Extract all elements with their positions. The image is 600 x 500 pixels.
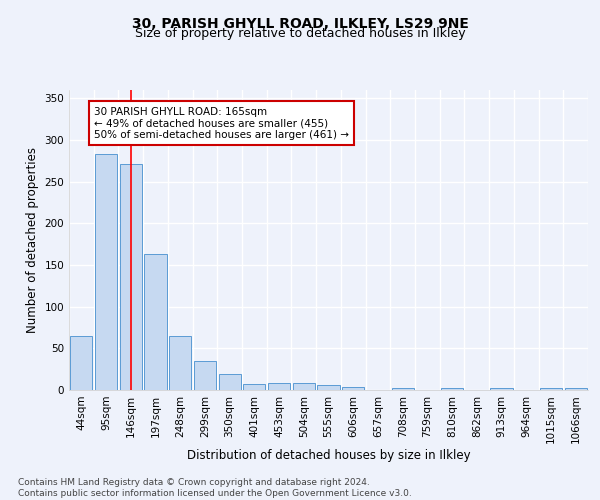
Bar	[218, 374, 241, 390]
Bar	[540, 388, 562, 390]
Bar	[268, 382, 290, 390]
Bar	[293, 382, 315, 390]
Y-axis label: Number of detached properties: Number of detached properties	[26, 147, 39, 333]
X-axis label: Distribution of detached houses by size in Ilkley: Distribution of detached houses by size …	[187, 449, 470, 462]
Bar	[169, 336, 191, 390]
Bar	[119, 164, 142, 390]
Bar	[95, 154, 117, 390]
Bar	[342, 386, 364, 390]
Bar	[243, 384, 265, 390]
Bar	[392, 388, 414, 390]
Text: 30, PARISH GHYLL ROAD, ILKLEY, LS29 9NE: 30, PARISH GHYLL ROAD, ILKLEY, LS29 9NE	[131, 18, 469, 32]
Bar	[441, 388, 463, 390]
Text: 30 PARISH GHYLL ROAD: 165sqm
← 49% of detached houses are smaller (455)
50% of s: 30 PARISH GHYLL ROAD: 165sqm ← 49% of de…	[94, 106, 349, 140]
Bar	[317, 385, 340, 390]
Text: Contains HM Land Registry data © Crown copyright and database right 2024.
Contai: Contains HM Land Registry data © Crown c…	[18, 478, 412, 498]
Bar	[145, 254, 167, 390]
Bar	[490, 388, 512, 390]
Text: Size of property relative to detached houses in Ilkley: Size of property relative to detached ho…	[134, 28, 466, 40]
Bar	[194, 361, 216, 390]
Bar	[565, 388, 587, 390]
Bar	[70, 336, 92, 390]
